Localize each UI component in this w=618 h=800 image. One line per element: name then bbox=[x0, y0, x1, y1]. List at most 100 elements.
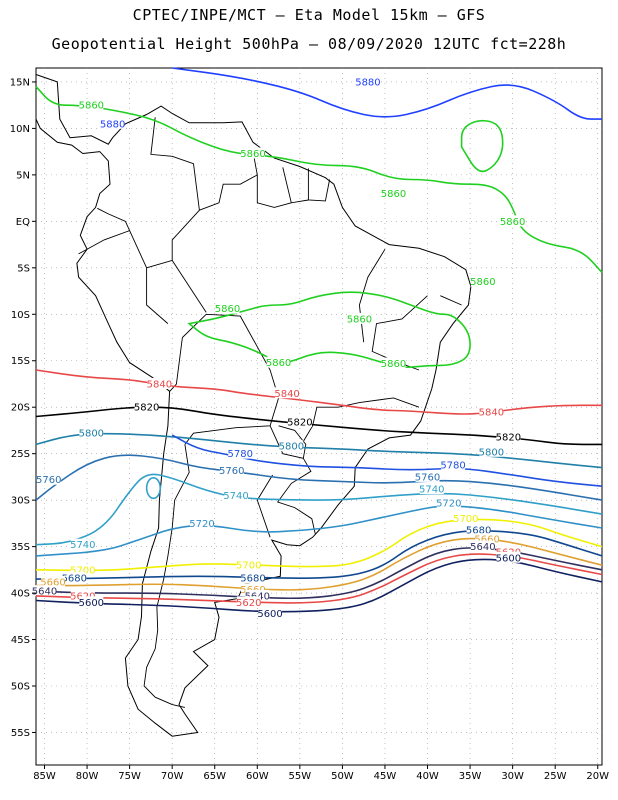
contour-label: 5800 bbox=[79, 429, 104, 440]
axis-ticks: 15N 10N 5N EQ 5S 10S 15S 20S 25S 30S 35S 40S 45S 50S 5… bbox=[10, 77, 609, 782]
contour-5720: 5720 5720 bbox=[35, 496, 603, 557]
contour-label: 5700 bbox=[70, 565, 95, 576]
contour-5680: 5680 5680 5680 bbox=[35, 523, 603, 585]
contour-label: 5860 bbox=[79, 101, 104, 112]
lon-tick-label: 65W bbox=[203, 771, 226, 782]
contour-label: 5600 bbox=[79, 598, 104, 609]
contour-label: 5840 bbox=[274, 389, 299, 400]
lon-tick-label: 40W bbox=[416, 771, 439, 782]
contour-label-bg bbox=[441, 458, 466, 470]
contour-label: 5800 bbox=[279, 442, 304, 453]
contour-label: 5680 bbox=[466, 525, 491, 536]
lat-tick-label: 25S bbox=[11, 449, 30, 460]
contour-label-bg bbox=[147, 377, 172, 389]
contour-5660: 566056605660 bbox=[35, 533, 603, 596]
contour-label-bg bbox=[241, 583, 266, 595]
contour-label-bg bbox=[466, 523, 491, 535]
country-border bbox=[276, 458, 316, 534]
map-title: CPTEC/INPE/MCT – Eta Model 15km – GFS bbox=[132, 6, 486, 24]
contour-label: 5820 bbox=[287, 418, 312, 429]
contour-label-bg bbox=[79, 99, 104, 111]
lat-tick-label: 10N bbox=[10, 124, 30, 135]
country-border bbox=[129, 230, 169, 324]
continent-outline bbox=[35, 73, 472, 737]
contour-label: 5860 bbox=[470, 277, 495, 288]
contour-line bbox=[35, 530, 603, 580]
contour-label: 5820 bbox=[134, 403, 159, 414]
contour-label-bg bbox=[475, 533, 500, 545]
contour-line bbox=[35, 553, 603, 604]
contour-label: 5860 bbox=[240, 149, 265, 160]
contour-label-bg bbox=[62, 572, 87, 584]
contour-line bbox=[172, 67, 602, 120]
contour-line bbox=[35, 86, 603, 274]
contour-label: 5860 bbox=[381, 359, 406, 370]
contour-label-bg bbox=[470, 275, 495, 287]
lat-tick-label: 15N bbox=[10, 77, 30, 88]
contour-closed-line bbox=[460, 119, 504, 173]
contour-5880: 5880 5880 bbox=[100, 67, 602, 130]
contour-label-bg bbox=[279, 440, 304, 452]
country-border bbox=[282, 167, 309, 204]
lon-tick-label: 55W bbox=[289, 771, 312, 782]
contour-label: 5820 bbox=[496, 432, 521, 443]
plot-frame bbox=[35, 67, 603, 766]
lon-tick-label: 45W bbox=[374, 771, 397, 782]
contour-5820: 5820 5820 5820 bbox=[35, 401, 602, 446]
contour-label-bg bbox=[266, 356, 291, 368]
country-border bbox=[301, 397, 420, 445]
contour-label-bg bbox=[70, 538, 95, 550]
lat-tick-label: 50S bbox=[11, 682, 30, 693]
contour-label: 5680 bbox=[62, 574, 87, 585]
gridlines bbox=[36, 68, 602, 765]
coastline bbox=[35, 73, 472, 737]
contour-label-bg bbox=[258, 607, 283, 619]
contour-label-bg bbox=[453, 512, 478, 524]
contour-5600: 5600 5600 5600 bbox=[35, 551, 603, 620]
lat-tick-label: 15S bbox=[11, 356, 30, 367]
contour-label-bg bbox=[496, 551, 521, 563]
country-border bbox=[169, 313, 280, 445]
lon-tick-label: 30W bbox=[501, 771, 524, 782]
country-border bbox=[256, 174, 292, 208]
contour-5740: 5740 5740 5740 bbox=[35, 473, 603, 551]
contour-label: 5760 bbox=[219, 466, 244, 477]
contour-line bbox=[35, 558, 603, 613]
contour-label: 5760 bbox=[415, 472, 440, 483]
contour-label-bg bbox=[241, 572, 266, 584]
contour-label-bg bbox=[79, 427, 104, 439]
contour-line bbox=[35, 518, 603, 572]
contour-label-bg bbox=[241, 147, 266, 159]
contour-label-bg bbox=[381, 357, 406, 369]
contour-label-bg bbox=[189, 517, 214, 529]
contour-label-bg bbox=[419, 482, 444, 494]
contour-label-bg bbox=[228, 447, 253, 459]
country-border bbox=[143, 444, 190, 708]
contour-label: 5800 bbox=[479, 447, 504, 458]
contour-label: 5860 bbox=[266, 358, 291, 369]
lon-tick-label: 50W bbox=[331, 771, 354, 782]
country-border bbox=[78, 207, 131, 255]
country-border bbox=[199, 174, 258, 211]
contour-label: 5720 bbox=[436, 498, 461, 509]
contour-label-bg bbox=[219, 464, 244, 476]
contour-line bbox=[35, 473, 603, 546]
contour-label-bg bbox=[500, 215, 525, 227]
contour-label: 5600 bbox=[257, 609, 282, 620]
lat-tick-label: 35S bbox=[11, 542, 30, 553]
contour-5700: 5700 5700 5700 bbox=[35, 512, 603, 576]
contour-label: 5880 bbox=[355, 77, 380, 88]
contour-label-bg bbox=[479, 445, 504, 457]
contour-label: 5880 bbox=[100, 119, 125, 130]
contour-label-bg bbox=[100, 117, 125, 129]
contour-label-bg bbox=[70, 563, 95, 575]
contour-label: 5620 bbox=[236, 598, 261, 609]
contour-label: 5860 bbox=[381, 189, 406, 200]
lat-tick-label: 30S bbox=[11, 496, 30, 507]
contour-label-bg bbox=[32, 585, 57, 597]
contour-label: 5740 bbox=[223, 491, 248, 502]
map-subtitle: Geopotential Height 500hPa – 08/09/2020 … bbox=[51, 35, 567, 53]
contour-label: 5700 bbox=[453, 514, 478, 525]
contour-label: 5860 bbox=[215, 304, 240, 315]
